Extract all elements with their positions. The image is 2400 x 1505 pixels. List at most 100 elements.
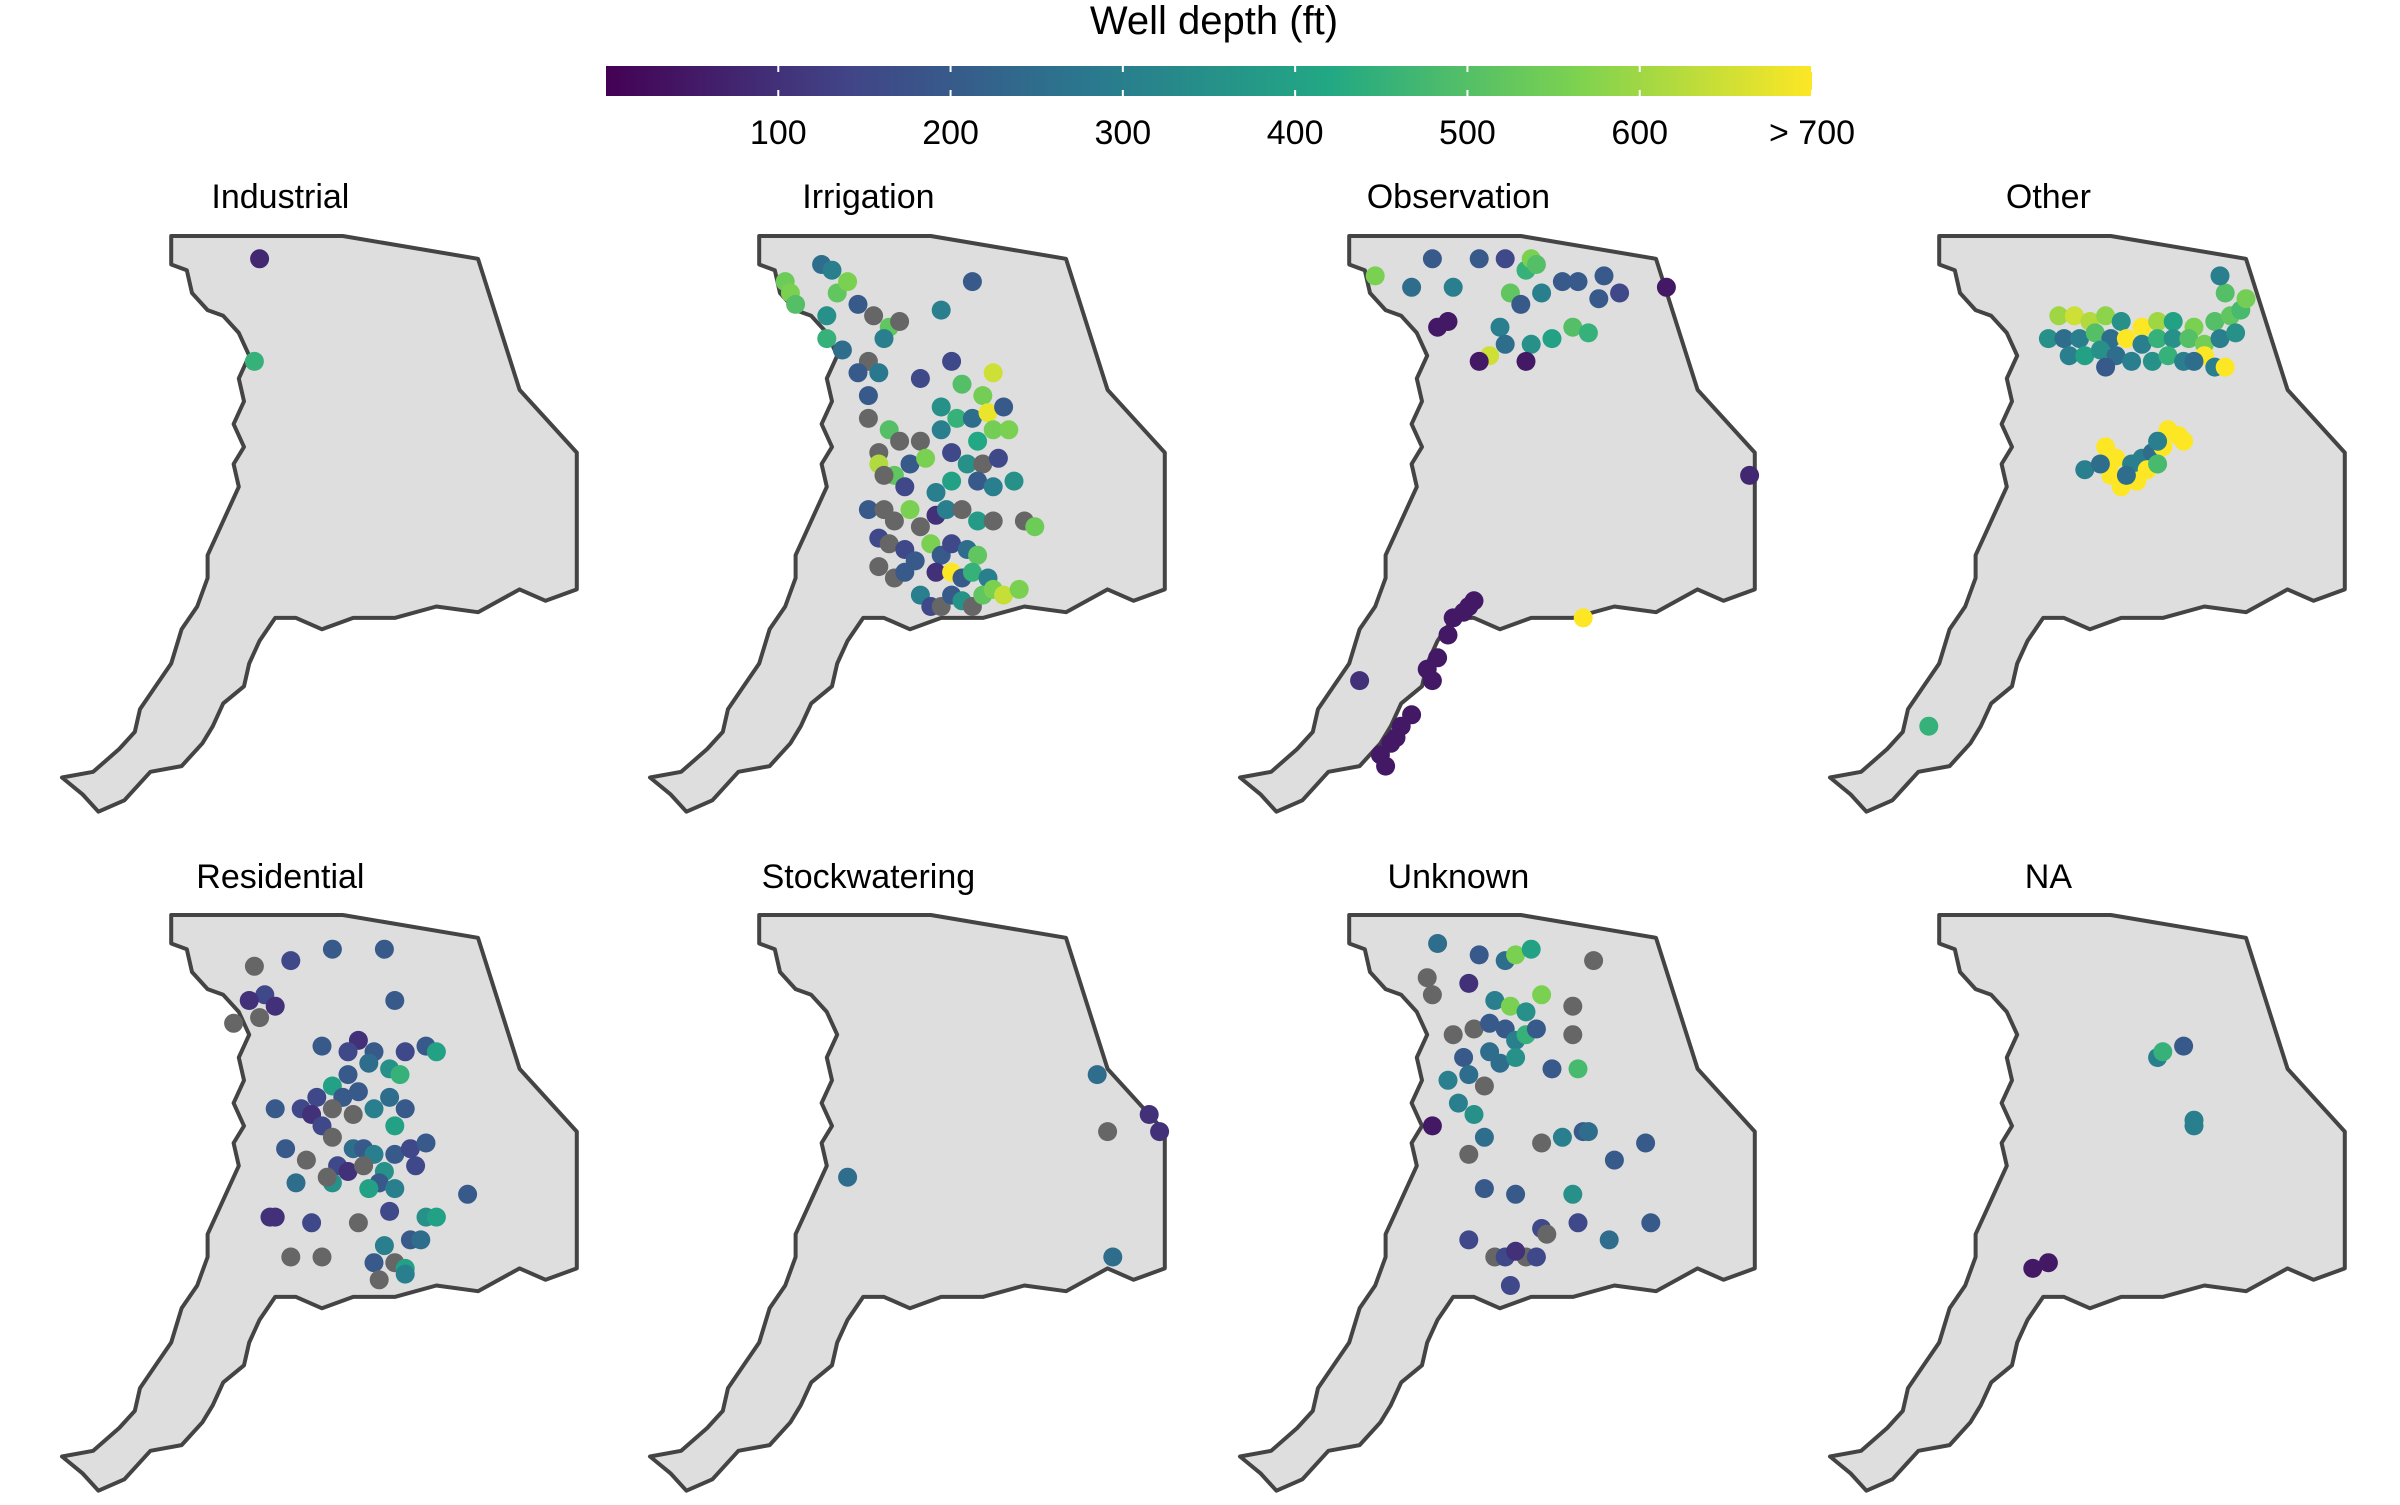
well-point (1365, 266, 1385, 286)
facet-unknown: Unknown (1238, 858, 1757, 1493)
facet-label: NA (2025, 858, 2073, 896)
well-point (869, 363, 889, 383)
well-point (2163, 312, 2183, 331)
well-point (869, 557, 889, 577)
well-point (1464, 1019, 1484, 1039)
well-point (832, 340, 852, 360)
well-point (2096, 357, 2116, 377)
well-point (1490, 1053, 1510, 1073)
well-point (916, 448, 936, 468)
well-point (1474, 1076, 1494, 1096)
well-point (947, 408, 967, 428)
well-point (962, 562, 982, 582)
well-point (858, 408, 878, 428)
well-point (931, 300, 951, 320)
well-point (874, 465, 894, 485)
well-point (879, 534, 899, 554)
well-point (2038, 329, 2058, 349)
well-point (1139, 1105, 1159, 1124)
well-point (2075, 346, 2095, 366)
well-point (1009, 579, 1029, 599)
well-point (281, 951, 301, 971)
well-point (983, 477, 1003, 497)
well-point (2158, 346, 2178, 366)
well-point (983, 363, 1003, 383)
well-point (244, 351, 264, 371)
well-point (1542, 1059, 1562, 1079)
well-point (1459, 1144, 1479, 1164)
county-outline (60, 234, 579, 814)
well-point (354, 1156, 374, 1176)
well-point (312, 1247, 332, 1267)
well-point (858, 500, 878, 520)
well-point (1469, 249, 1489, 269)
well-point (307, 1087, 327, 1107)
colorbar-tick-label: 100 (750, 114, 807, 152)
well-point (1469, 351, 1489, 371)
well-point (2116, 465, 2136, 485)
well-point (983, 511, 1003, 531)
well-point (895, 477, 915, 497)
well-point (890, 312, 910, 331)
well-point (1919, 716, 1939, 736)
well-point (1516, 351, 1536, 371)
well-point (968, 431, 988, 451)
well-point (1004, 471, 1024, 491)
well-point (2236, 289, 2256, 309)
well-point (968, 471, 988, 491)
well-point (1500, 1276, 1520, 1295)
well-point (364, 1099, 384, 1119)
well-point (942, 443, 962, 463)
well-point (1532, 1133, 1552, 1153)
well-point (2132, 317, 2152, 337)
well-point (239, 991, 259, 1010)
well-point (286, 1173, 306, 1193)
well-point (1578, 323, 1598, 343)
colorbar-tick-label: 400 (1267, 114, 1324, 152)
well-point (910, 369, 930, 388)
well-point (250, 249, 270, 269)
facet-panels: Industrial Irrigation Observation Other Resi… (60, 178, 2347, 1493)
well-point (1589, 289, 1609, 309)
well-point (1438, 312, 1458, 331)
facet-na: NA (1828, 858, 2347, 1493)
colorbar-tick-label: 500 (1439, 114, 1496, 152)
well-point (2184, 1116, 2204, 1136)
colorbar-title: Well depth (ft) (1090, 0, 1338, 43)
well-point (1490, 317, 1510, 337)
well-point (2090, 454, 2110, 474)
well-point (1594, 266, 1614, 286)
well-point (2054, 329, 2074, 349)
well-point (296, 1150, 316, 1170)
well-point (1584, 951, 1604, 971)
well-point (968, 511, 988, 531)
colorbar-tick-label: 600 (1611, 114, 1668, 152)
well-point (817, 329, 837, 349)
well-point (1480, 1013, 1500, 1033)
well-point (1469, 945, 1489, 965)
well-point (1636, 1133, 1656, 1153)
well-point (265, 1099, 285, 1119)
well-point (2205, 312, 2225, 331)
well-point (1526, 255, 1546, 274)
well-point (1422, 671, 1442, 691)
well-point (1568, 1213, 1588, 1233)
colorbar-gradient (606, 66, 1812, 96)
facet-label: Unknown (1388, 858, 1530, 896)
well-point (1422, 985, 1442, 1005)
facet-irrigation: Irrigation (648, 178, 1167, 814)
well-point (931, 420, 951, 440)
well-point (895, 562, 915, 582)
county-outline (1238, 913, 1757, 1493)
well-point (265, 1207, 285, 1227)
well-point (973, 386, 993, 406)
well-point (858, 386, 878, 406)
well-point (2049, 306, 2069, 326)
well-point (2096, 306, 2116, 326)
well-point (1448, 1093, 1468, 1113)
well-point (1506, 1048, 1526, 1067)
well-point (1506, 945, 1526, 965)
well-point (1578, 1122, 1598, 1142)
facet-stockwatering: Stockwatering (648, 858, 1170, 1493)
